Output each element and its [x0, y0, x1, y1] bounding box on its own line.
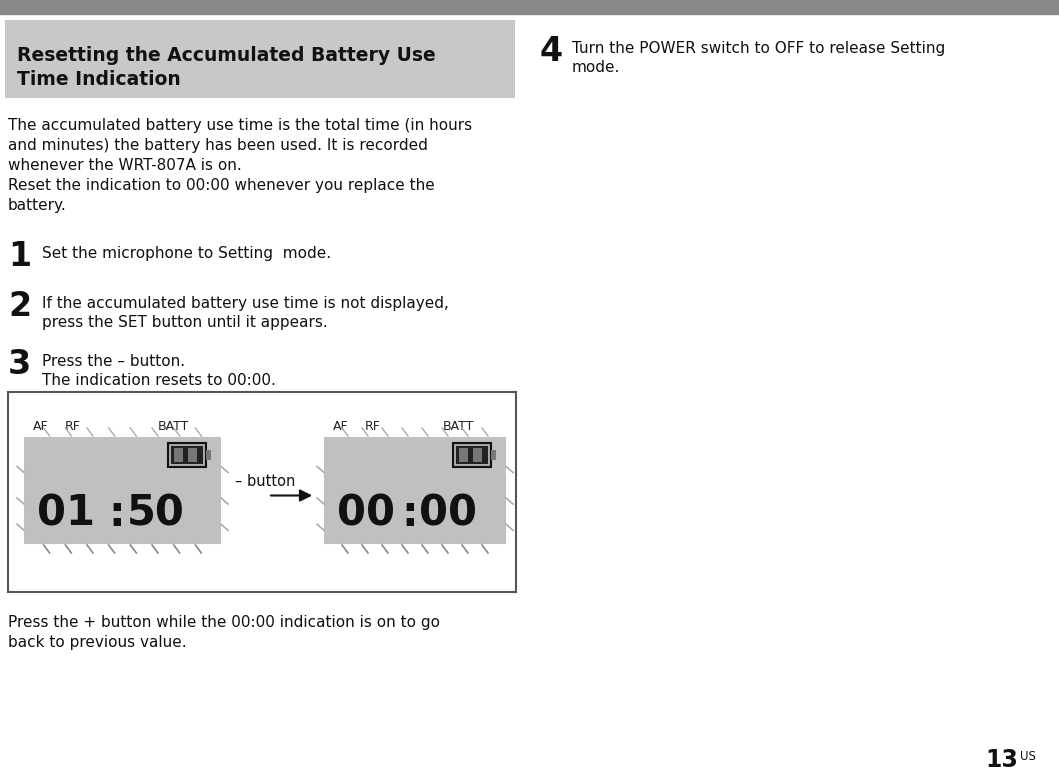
Text: 1: 1 [8, 240, 31, 273]
Text: 13: 13 [985, 748, 1018, 771]
Bar [170, 446, 203, 464]
Bar [174, 448, 183, 462]
Bar [491, 450, 496, 460]
Text: AF: AF [333, 420, 348, 433]
Text: :: : [108, 493, 125, 534]
Text: Press the – button.: Press the – button. [42, 354, 185, 369]
Text: back to previous value.: back to previous value. [8, 635, 186, 650]
Text: 01: 01 [37, 493, 95, 534]
Text: US: US [1020, 750, 1036, 763]
Text: :: : [401, 493, 418, 534]
Bar [25, 438, 220, 543]
Text: – button: – button [235, 474, 295, 490]
Text: Press the + button while the 00:00 indication is on to go: Press the + button while the 00:00 indic… [8, 615, 439, 630]
Text: 2: 2 [8, 290, 31, 323]
Text: AF: AF [33, 420, 49, 433]
Text: RF: RF [65, 420, 80, 433]
Text: BATT: BATT [443, 420, 474, 433]
Bar [453, 443, 491, 467]
Text: whenever the WRT-807A is on.: whenever the WRT-807A is on. [8, 158, 241, 173]
Text: Resetting the Accumulated Battery Use: Resetting the Accumulated Battery Use [17, 46, 435, 65]
Text: The accumulated battery use time is the total time (in hours: The accumulated battery use time is the … [8, 118, 472, 133]
Bar [0, 0, 1059, 14]
Text: If the accumulated battery use time is not displayed,: If the accumulated battery use time is n… [42, 296, 449, 311]
Bar [207, 450, 211, 460]
Text: Reset the indication to 00:00 whenever you replace the: Reset the indication to 00:00 whenever y… [8, 178, 435, 193]
Bar [189, 448, 197, 462]
Text: Turn the POWER switch to OFF to release Setting: Turn the POWER switch to OFF to release … [572, 41, 946, 56]
Bar [456, 446, 488, 464]
Bar [459, 448, 468, 462]
Text: 3: 3 [8, 348, 32, 381]
Text: 00: 00 [418, 493, 477, 534]
Text: mode.: mode. [572, 60, 621, 75]
Text: 4: 4 [540, 35, 563, 68]
Text: RF: RF [365, 420, 381, 433]
Text: press the SET button until it appears.: press the SET button until it appears. [42, 315, 327, 330]
Text: 00: 00 [337, 493, 395, 534]
Text: 50: 50 [126, 493, 184, 534]
Bar [473, 448, 482, 462]
Bar [5, 20, 515, 98]
Text: Time Indication: Time Indication [17, 70, 181, 89]
Text: BATT: BATT [158, 420, 190, 433]
Text: Set the microphone to Setting  mode.: Set the microphone to Setting mode. [42, 246, 331, 261]
Bar [168, 443, 207, 467]
Bar [325, 438, 505, 543]
Text: battery.: battery. [8, 198, 67, 213]
Bar [8, 392, 516, 592]
Text: and minutes) the battery has been used. It is recorded: and minutes) the battery has been used. … [8, 138, 428, 153]
Text: The indication resets to 00:00.: The indication resets to 00:00. [42, 373, 276, 388]
